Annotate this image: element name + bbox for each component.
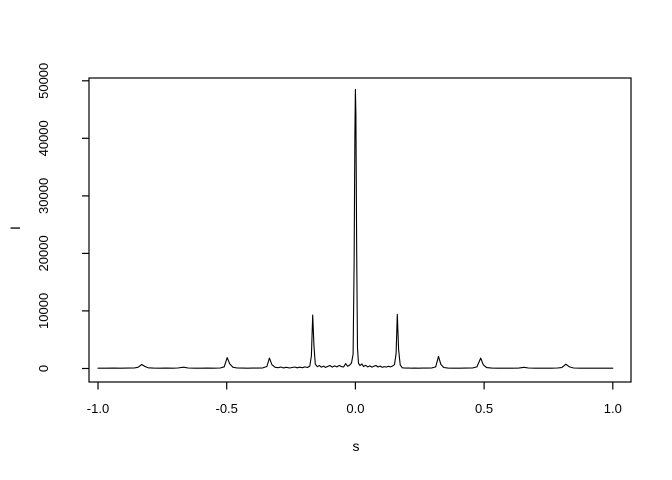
x-tick-label: -1.0: [87, 401, 109, 416]
y-tick-label: 30000: [36, 178, 51, 214]
y-axis-title: I: [7, 226, 23, 230]
x-tick-label: 1.0: [604, 401, 622, 416]
data-line: [97, 88, 614, 369]
x-axis-tick-labels: -1.0 -0.5 0.0 0.5 1.0: [87, 401, 622, 416]
y-tick-label: 0: [36, 365, 51, 372]
x-axis-title: s: [353, 438, 360, 454]
plot-box: [88, 77, 632, 383]
x-tick-label: 0.5: [475, 401, 493, 416]
y-axis-ticks: [82, 80, 89, 370]
y-tick-label: 50000: [36, 63, 51, 99]
y-tick-label: 10000: [36, 293, 51, 329]
x-tick-label: 0.0: [346, 401, 364, 416]
x-axis-ticks: [97, 382, 614, 390]
y-tick-label: 20000: [36, 235, 51, 271]
x-tick-label: -0.5: [215, 401, 237, 416]
y-axis-tick-labels: 0 10000 20000 30000 40000 50000: [36, 63, 51, 372]
y-tick-label: 40000: [36, 120, 51, 156]
